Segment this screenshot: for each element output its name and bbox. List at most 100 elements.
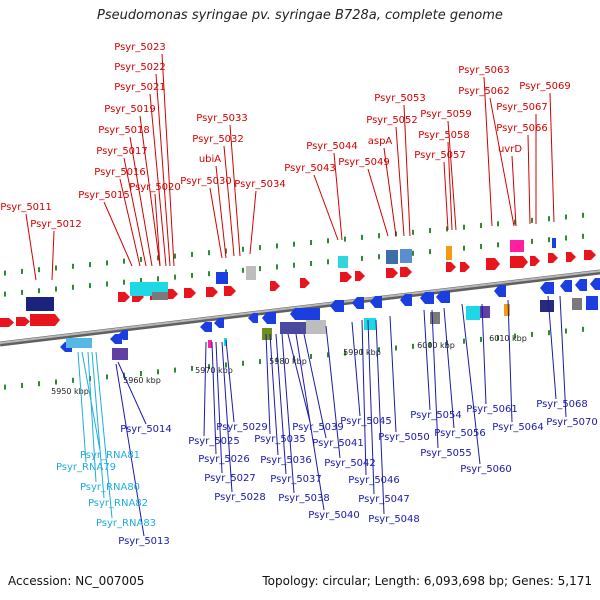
top-tick <box>140 257 142 262</box>
forward-gene-label-leader <box>333 152 343 241</box>
forward-gene-label-leader <box>149 93 167 267</box>
forward-gene-arrow <box>400 267 412 277</box>
reverse-gene-label-leader <box>389 315 397 433</box>
rna-gene-label-leader <box>91 351 105 499</box>
forward-gene-arrow <box>386 268 398 278</box>
kbp-label: 6000 kbp <box>417 341 455 350</box>
reverse-gene-label-leader <box>115 363 145 537</box>
forward-gene-label-leader <box>155 73 171 267</box>
reverse-gene-label: Psyr_5038 <box>278 493 330 504</box>
lower-tick <box>310 354 312 359</box>
kbp-label: 5990 kbp <box>343 348 381 357</box>
gene-box <box>386 250 398 264</box>
forward-gene-label-leader <box>249 190 257 255</box>
upper-tick <box>429 249 431 255</box>
reverse-gene-label-leader <box>215 341 223 474</box>
reverse-gene-label-leader <box>225 339 235 423</box>
reverse-gene-label-leader <box>295 333 325 511</box>
forward-gene-label-leader <box>161 53 175 267</box>
forward-gene-arrow <box>206 287 218 297</box>
gene-box <box>466 306 480 320</box>
reverse-gene-label: Psyr_5060 <box>460 464 512 475</box>
forward-gene-label-leader <box>139 115 161 267</box>
lower-tick <box>531 331 533 337</box>
upper-tick <box>412 250 414 256</box>
reverse-gene-label-leader <box>559 295 567 418</box>
gene-box <box>480 306 490 318</box>
upper-tick <box>242 267 244 273</box>
forward-gene-label: Psyr_5033 <box>196 113 248 124</box>
gene-box <box>338 256 348 268</box>
reverse-gene-label: Psyr_5037 <box>270 474 322 485</box>
reverse-gene-arrow <box>248 313 258 323</box>
upper-tick <box>174 274 176 280</box>
rna-gene-label: Psyr_RNA80 <box>80 482 140 493</box>
gene-box <box>262 328 272 340</box>
reverse-gene-label-leader <box>325 325 341 459</box>
reverse-gene-label-leader <box>361 319 367 476</box>
lower-tick <box>344 350 346 356</box>
gene-box <box>112 348 128 360</box>
reverse-gene-label-leader <box>351 321 361 417</box>
reverse-gene-arrow <box>590 278 600 290</box>
forward-gene-arrow <box>355 271 365 281</box>
forward-gene-label: Psyr_5021 <box>114 82 166 93</box>
forward-gene-label-leader <box>383 147 397 237</box>
reverse-gene-arrow <box>560 280 572 292</box>
reverse-gene-label: Psyr_5039 <box>292 422 344 433</box>
forward-gene-label-leader <box>129 136 153 267</box>
upper-tick <box>378 254 380 260</box>
reverse-gene-label-leader <box>211 341 217 455</box>
forward-gene-label-leader <box>527 134 531 225</box>
forward-gene-arrow <box>446 262 456 272</box>
upper-tick <box>140 278 142 283</box>
lower-tick <box>38 381 40 387</box>
rna-gene-label: Psyr_RNA82 <box>88 498 148 509</box>
top-tick <box>429 228 431 234</box>
upper-tick <box>106 281 108 287</box>
top-tick <box>21 268 23 274</box>
upper-tick <box>191 272 193 278</box>
reverse-gene-label: Psyr_5048 <box>368 514 420 525</box>
upper-tick <box>89 283 91 289</box>
forward-gene-label: Psyr_5012 <box>30 219 82 230</box>
rna-gene-label-leader <box>77 351 87 463</box>
top-tick <box>191 251 193 257</box>
top-tick <box>89 262 91 268</box>
forward-gene-label: Psyr_5032 <box>192 134 244 145</box>
lower-tick <box>548 330 550 336</box>
top-tick <box>259 245 261 251</box>
kbp-label: 6010 kbp <box>489 334 527 343</box>
forward-gene-label-leader <box>123 157 147 267</box>
forward-gene-label-leader <box>215 165 227 259</box>
forward-gene-label-leader <box>367 168 389 237</box>
forward-gene-label: Psyr_5052 <box>366 115 418 126</box>
forward-gene-label: Psyr_5053 <box>374 93 426 104</box>
reverse-gene-arrow <box>110 334 122 344</box>
forward-gene-arrow <box>510 256 528 268</box>
top-tick <box>55 265 57 271</box>
reverse-gene-label-leader <box>269 333 279 456</box>
top-tick <box>276 243 278 249</box>
forward-gene-label: Psyr_5011 <box>0 202 52 213</box>
forward-gene-label: Psyr_5016 <box>94 167 146 178</box>
reverse-gene-label-leader <box>375 319 385 515</box>
reverse-gene-label: Psyr_5028 <box>214 492 266 503</box>
lower-tick <box>412 343 414 349</box>
gene-box <box>208 340 212 348</box>
upper-tick <box>310 261 312 266</box>
top-tick <box>208 250 210 256</box>
forward-gene-label: Psyr_5066 <box>496 123 548 134</box>
forward-gene-label: Psyr_5058 <box>418 130 470 141</box>
forward-gene-label: Psyr_5023 <box>114 42 166 53</box>
reverse-gene-arrow <box>436 291 450 303</box>
reverse-gene-label: Psyr_5054 <box>410 410 462 421</box>
forward-gene-label-leader <box>154 193 161 267</box>
gene-box <box>246 266 256 280</box>
reverse-gene-label: Psyr_5025 <box>188 436 240 447</box>
lower-tick <box>72 377 74 383</box>
forward-gene-label-leader <box>25 213 37 281</box>
forward-gene-label-leader <box>119 178 141 267</box>
lower-tick <box>565 328 567 334</box>
